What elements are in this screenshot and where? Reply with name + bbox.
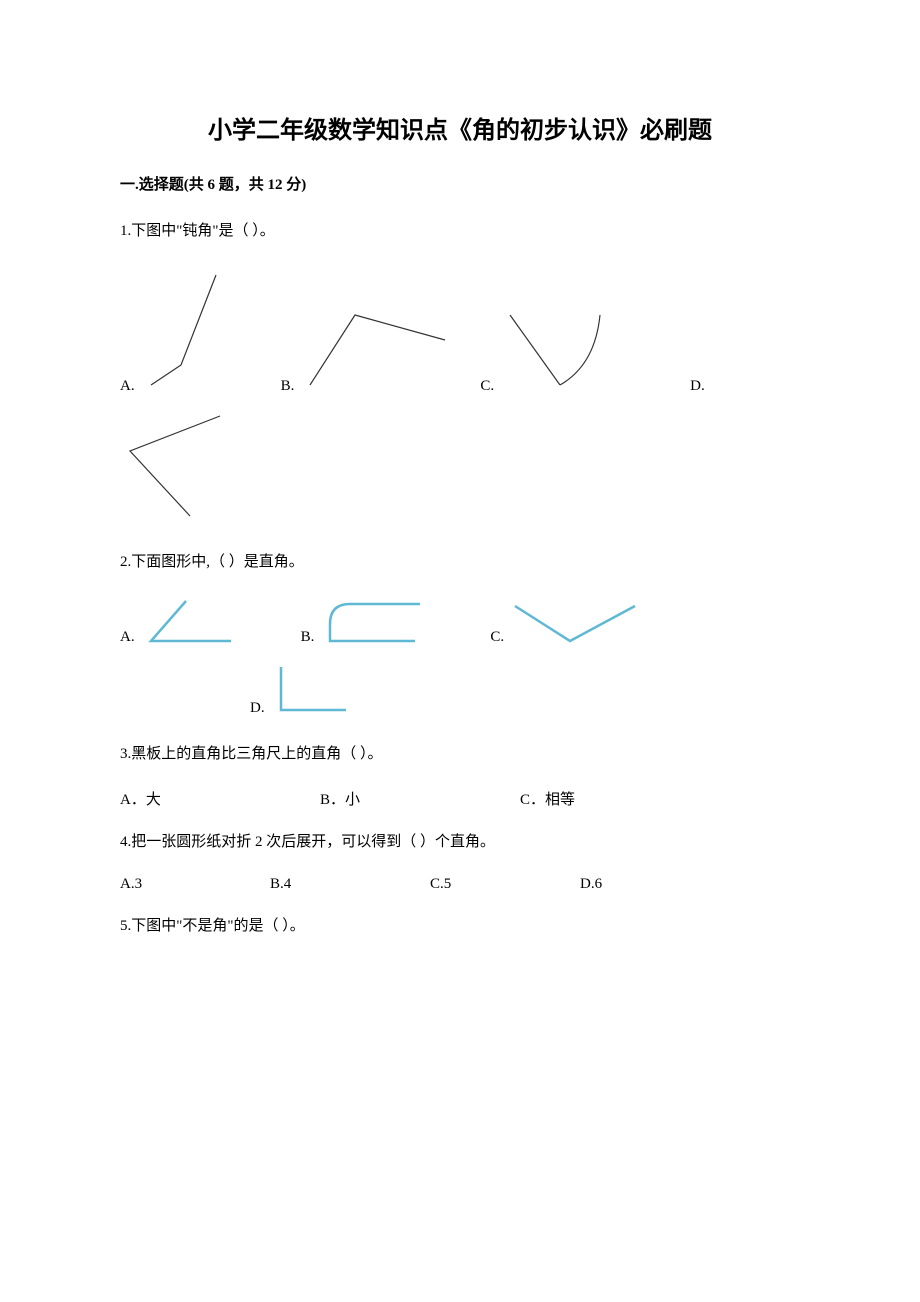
q2-option-a-label: A. <box>120 629 135 646</box>
q1-angle-a-icon <box>141 265 251 395</box>
q2-angle-b-icon <box>320 596 430 646</box>
q2-angle-c-icon <box>510 601 640 646</box>
q1-angle-b-icon <box>300 305 450 395</box>
q1-options-row-2 <box>120 411 800 521</box>
q1-option-d-label: D. <box>690 378 705 395</box>
q2-option-d-label: D. <box>250 700 265 717</box>
q4-option-c: C.5 <box>430 876 580 893</box>
q1-option-c: C. <box>480 305 620 395</box>
section-header: 一.选择题(共 6 题，共 12 分) <box>120 173 800 194</box>
question-5: 5.下图中"不是角"的是（ ）。 <box>120 913 800 940</box>
q2-option-b: B. <box>301 596 431 646</box>
question-3: 3.黑板上的直角比三角尺上的直角（ ）。 <box>120 741 800 768</box>
page-title: 小学二年级数学知识点《角的初步认识》必刷题 <box>120 110 800 145</box>
q2-option-a: A. <box>120 596 241 646</box>
q1-option-a-label: A. <box>120 378 135 395</box>
question-2: 2.下面图形中,（ ）是直角。 <box>120 549 800 576</box>
q2-options-row-1: A. B. C. <box>120 596 800 646</box>
q4-option-a: A.3 <box>120 876 270 893</box>
q1-angle-c-icon <box>500 305 620 395</box>
q3-option-b: B．小 <box>320 788 520 809</box>
q2-option-b-label: B. <box>301 629 315 646</box>
q4-option-d: D.6 <box>580 876 750 893</box>
q4-options: A.3 B.4 C.5 D.6 <box>120 876 800 893</box>
q1-option-a: A. <box>120 265 251 395</box>
q2-option-c: C. <box>490 601 640 646</box>
q1-option-b: B. <box>281 305 451 395</box>
q3-option-c: C．相等 <box>520 788 690 809</box>
q2-angle-a-icon <box>141 596 241 646</box>
question-1: 1.下图中"钝角"是（ ）。 <box>120 218 800 245</box>
q1-option-b-label: B. <box>281 378 295 395</box>
q1-option-c-label: C. <box>480 378 494 395</box>
q1-angle-d-icon <box>120 411 240 521</box>
q3-option-a: A．大 <box>120 788 320 809</box>
q3-options: A．大 B．小 C．相等 <box>120 788 800 809</box>
q1-options-row-1: A. B. C. D. <box>120 265 800 395</box>
question-4: 4.把一张圆形纸对折 2 次后展开，可以得到（ ）个直角。 <box>120 829 800 856</box>
q2-angle-d-icon <box>271 662 351 717</box>
q2-options-row-2: D. <box>250 662 800 717</box>
q1-option-d-label-only: D. <box>650 378 711 395</box>
q4-option-b: B.4 <box>270 876 430 893</box>
q2-option-c-label: C. <box>490 629 504 646</box>
